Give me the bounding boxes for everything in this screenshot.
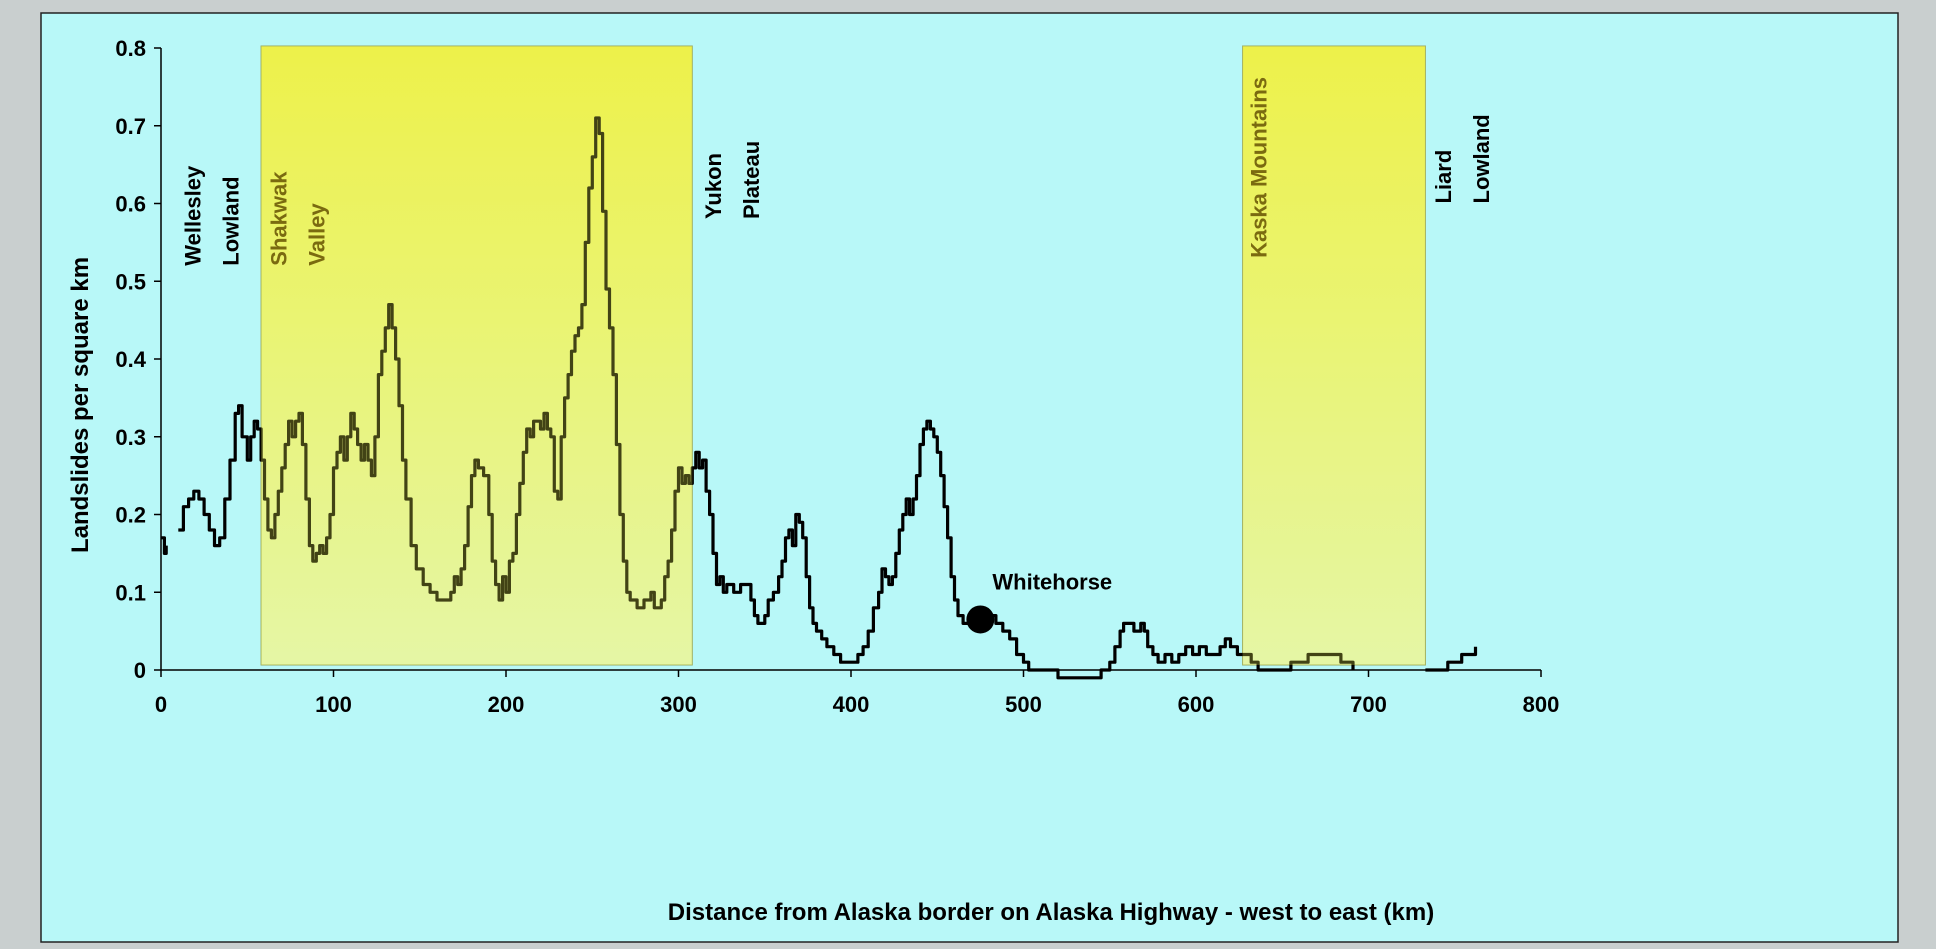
whitehorse-label: Whitehorse	[992, 569, 1112, 594]
axes: 0 0.1 0.2 0.3 0.4 0.5 0.6 0.7 0.8 0 100 200 300 400 50…	[115, 36, 1559, 717]
region-band-0	[260, 45, 693, 666]
x-tick-label: 100	[315, 692, 352, 717]
y-tick-label: 0.1	[115, 580, 146, 605]
series-layer	[161, 46, 1478, 680]
whitehorse-marker	[966, 605, 995, 634]
x-tick-label: 800	[1523, 692, 1560, 717]
series-line-segment	[161, 536, 168, 555]
region-label: Liard	[1431, 150, 1456, 204]
x-tick-label: 200	[488, 692, 525, 717]
y-tick-label: 0.3	[115, 425, 146, 450]
y-tick-label: 0.7	[115, 114, 146, 139]
x-tick-label: 600	[1178, 692, 1215, 717]
region-overlay-1	[1242, 46, 1426, 665]
region-label: Wellesley	[180, 165, 205, 266]
region-bands	[260, 45, 1426, 666]
region-label: Plateau	[739, 141, 764, 219]
region-band-1	[1242, 45, 1426, 666]
y-axis-label: Landslides per square km	[67, 257, 94, 553]
region-label: Lowland	[1469, 114, 1494, 203]
x-tick-label: 700	[1350, 692, 1387, 717]
region-label: Yukon	[701, 153, 726, 219]
y-tick-label: 0.4	[115, 347, 146, 372]
y-tick-label: 0.2	[115, 503, 146, 528]
region-label: Shakwak	[267, 171, 292, 266]
x-axis-label: Distance from Alaska border on Alaska Hi…	[668, 899, 1434, 926]
y-tick-label: 0.6	[115, 192, 146, 217]
x-tick-label: 400	[833, 692, 870, 717]
region-overlay-0	[261, 46, 693, 665]
region-label: Valley	[305, 203, 330, 266]
x-tick-label: 300	[660, 692, 697, 717]
y-tick-label: 0	[134, 658, 146, 683]
x-tick-label: 500	[1005, 692, 1042, 717]
series-line-segment	[1425, 646, 1478, 672]
series-line-segment	[178, 116, 1355, 680]
region-label: Lowland	[218, 176, 243, 265]
y-tick-label: 0.5	[115, 269, 146, 294]
x-tick-label: 0	[155, 692, 167, 717]
y-tick-label: 0.8	[115, 36, 146, 61]
region-labels: Wellesley Lowland Shakwak Valley Yukon Platea…	[180, 77, 1494, 266]
region-label: Kaska Mountains	[1246, 77, 1271, 258]
annotations: Whitehorse	[966, 569, 1112, 634]
